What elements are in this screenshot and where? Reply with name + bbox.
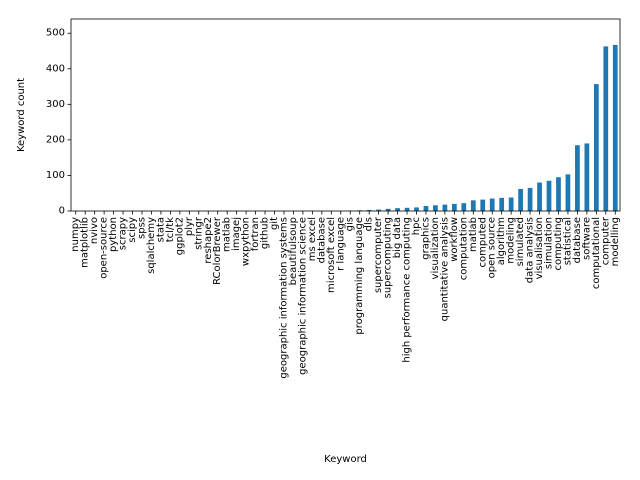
x-tick-label: statistical [562,217,573,265]
y-tick-label: 200 [46,134,65,145]
x-tick-label: data analysis [525,217,536,283]
bar [414,207,419,211]
x-tick-label: computational [591,217,602,289]
x-tick-label: supercomputing [383,217,394,298]
x-tick-label: ggplot2 [174,217,185,255]
x-tick-label: database [572,217,583,263]
x-tick-label: geographic information systems [278,217,289,379]
x-tick-label: tcl/tk [165,217,176,242]
bar [527,187,533,211]
y-tick-label: 100 [46,170,65,181]
x-tick-label: quantitative analysis [439,217,450,321]
x-tick-label: stata [155,217,166,242]
x-tick-label: matlab [222,217,233,252]
x-tick-label: r language [335,217,346,271]
y-tick-label: 0 [59,206,65,217]
x-tick-label: sqlalchemy [146,217,157,274]
x-tick-label: spss [136,217,147,239]
x-tick-label: plyr [184,216,195,236]
x-tick-label: scrapy [118,217,129,250]
x-tick-label: simulation [544,217,555,269]
bar [385,208,391,211]
bar [366,209,372,211]
x-tick-label: open-source [99,217,110,279]
x-tick-label: workflow [449,217,460,262]
bar [546,180,552,211]
bar [518,188,523,211]
y-axis-label: Keyword count [16,78,27,152]
x-tick-label: computation [458,217,469,280]
x-tick-label: nvivo [89,217,100,244]
x-tick-label: imagej [231,217,242,251]
bar [395,208,400,211]
bar [612,44,618,212]
x-tick-label: visualization [430,217,441,279]
x-tick-label: matlab [468,217,479,252]
x-tick-label: open source [487,217,498,278]
bar [433,205,438,211]
x-tick-label: hpc [411,217,422,235]
bar [480,199,486,211]
x-tick-label: numpy [70,217,81,252]
bar [603,46,609,211]
x-tick-label: beautifulsoup [288,217,299,285]
bar [537,182,542,211]
x-tick-label: python [108,217,119,252]
bar [470,200,476,211]
bar [404,207,410,211]
x-tick-label: dls [364,217,375,231]
bar [508,197,514,211]
x-tick-label: ms excel [307,217,318,261]
bar [499,197,505,211]
bar [556,177,561,211]
x-tick-label: fortran [250,217,261,251]
x-tick-label: high performance computing [402,217,413,363]
bar [575,145,580,211]
x-tick-label: RColorBrewer [212,216,223,285]
bar [451,203,457,211]
x-axis-ticks: numpymatplotlibnvivoopen-sourcepythonscr… [70,211,621,379]
x-tick-label: computed [477,217,488,267]
x-tick-label: supercomputer [373,216,384,293]
x-tick-label: algorithm [496,217,507,265]
x-tick-label: scipy [127,217,138,243]
x-tick-label: software [581,217,592,260]
bar [442,204,448,211]
x-tick-label: matplotlib [80,217,91,268]
x-tick-label: stringr [193,216,204,250]
x-tick-label: gis [345,217,356,231]
x-tick-label: modeling [506,217,517,264]
x-tick-label: reshape2 [203,217,214,264]
bar [489,198,495,211]
bars-group [347,44,618,212]
bar [376,209,381,211]
x-tick-label: programming language [354,217,365,335]
x-tick-label: simulated [515,217,526,266]
x-tick-label: modelling [610,217,621,266]
x-axis-label: Keyword [324,454,367,465]
y-tick-label: 300 [46,99,65,110]
x-tick-label: visualisation [534,217,545,279]
x-tick-label: big data [392,217,403,258]
bar [461,203,467,211]
x-tick-label: wxpython [241,217,252,266]
bar [565,174,571,211]
bar [423,206,429,211]
y-tick-label: 400 [46,63,65,74]
bar [593,84,599,211]
y-axis-ticks: 0 100 200 300 400 500 [46,28,71,217]
plot-frame [70,18,621,212]
x-tick-label: git [269,217,280,230]
x-tick-label: computer [600,216,611,265]
x-tick-label: database [316,217,327,263]
axes-frame [70,18,621,212]
x-tick-label: computing [553,217,564,270]
x-tick-label: microsoft excel [326,217,337,293]
bar [584,143,590,211]
x-tick-label: geographic information science [297,217,308,375]
y-tick-label: 500 [46,28,65,39]
x-tick-label: github [260,217,271,249]
x-tick-label: graphics [420,217,431,260]
